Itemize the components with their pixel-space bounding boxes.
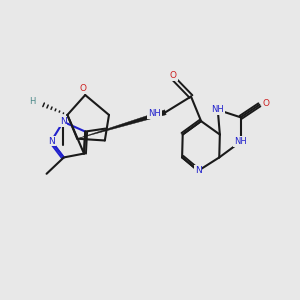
- Text: H: H: [29, 97, 35, 106]
- Text: NH: NH: [148, 109, 161, 118]
- Text: N: N: [60, 117, 67, 126]
- Text: O: O: [262, 99, 269, 108]
- Text: O: O: [170, 71, 177, 80]
- Text: NH: NH: [212, 105, 224, 114]
- Text: N: N: [48, 136, 55, 146]
- Text: N: N: [195, 166, 202, 175]
- Text: NH: NH: [234, 137, 247, 146]
- Polygon shape: [77, 110, 166, 139]
- Text: O: O: [79, 84, 86, 93]
